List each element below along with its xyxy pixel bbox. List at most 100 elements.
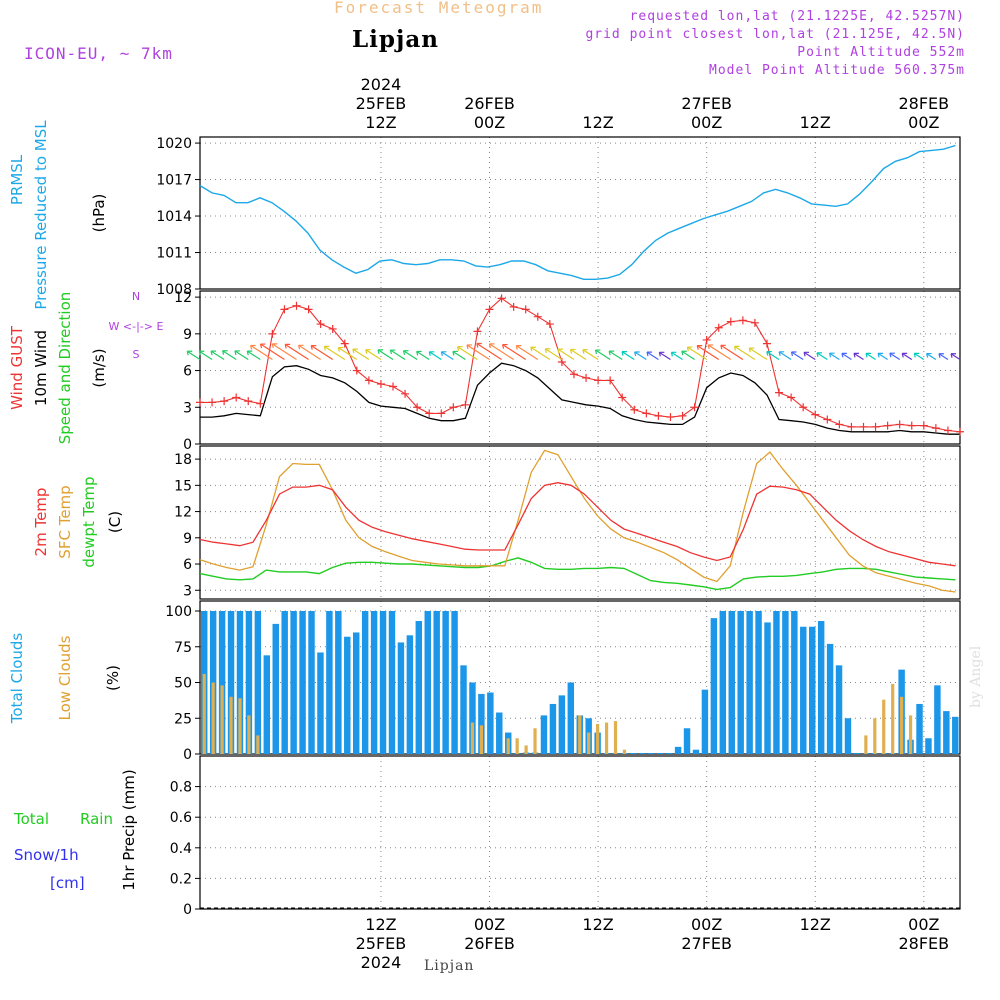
wind-direction-arrow — [310, 345, 334, 361]
panel-wind — [186, 290, 964, 445]
total-cloud-bar — [755, 611, 762, 754]
total-cloud-bar — [460, 665, 467, 754]
wind-direction-arrow — [457, 346, 478, 361]
gust-marker — [268, 329, 277, 338]
bottom-time-label: 27FEB — [681, 934, 732, 953]
gust-marker — [811, 410, 820, 419]
wind-direction-arrow — [390, 349, 406, 361]
wind-arrow-head — [720, 344, 726, 350]
wind-arrow-head — [365, 349, 371, 354]
gust-marker — [642, 409, 651, 418]
wind-direction-arrow — [671, 351, 683, 361]
wind-direction-arrow — [284, 343, 309, 361]
total-cloud-bar — [254, 611, 262, 754]
wind-arrow-head — [377, 349, 384, 355]
gust-marker — [232, 393, 241, 402]
wind-arrow-head — [634, 351, 640, 357]
wind-arrow-head — [284, 343, 291, 349]
wind-direction-arrow — [557, 348, 575, 361]
gust-marker — [461, 400, 470, 409]
low-cloud-bar — [596, 723, 600, 754]
total-cloud-bar — [379, 611, 387, 754]
total-cloud-bar — [326, 611, 333, 754]
total-cloud-bar — [317, 652, 324, 754]
total-cloud-bar — [728, 611, 735, 754]
wind-speed-line — [200, 362, 960, 435]
gust-marker — [714, 323, 723, 332]
wind-direction-arrow — [707, 344, 732, 361]
wind-direction-arrow — [889, 352, 901, 361]
wind-direction-arrow — [926, 353, 937, 361]
gust-marker — [702, 335, 711, 344]
y-tick-label: 1020 — [156, 136, 192, 152]
total-cloud-bar — [308, 611, 315, 754]
total-label: Total — [13, 810, 49, 828]
gust-marker — [582, 373, 591, 382]
wind-direction-arrow — [298, 344, 321, 361]
wind-arrow-head — [853, 352, 859, 358]
compass-west-east: W <-|-> E — [109, 320, 164, 333]
total-cloud-bar — [272, 623, 279, 754]
requested-coords: requested lon,lat (21.1225E, 42.5257N) — [629, 9, 965, 24]
wind-direction-arrow — [502, 344, 527, 361]
compass-north: N — [132, 290, 140, 303]
total-cloud-bar — [245, 611, 253, 754]
wind-dir-label: Speed and Direction — [56, 292, 74, 445]
panel-frame — [199, 136, 961, 290]
total-cloud-bar — [540, 715, 548, 754]
total-cloud-bar — [209, 611, 217, 754]
bottom-time-label: 00Z — [691, 915, 722, 934]
wind-direction-arrow — [198, 350, 213, 361]
total-cloud-bar — [692, 749, 700, 754]
total-cloud-bar — [835, 665, 843, 754]
gust-marker — [823, 415, 832, 424]
bottom-time-label: 28FEB — [898, 934, 949, 953]
y-tick-label: 1017 — [156, 173, 192, 189]
low-cloud-bar — [578, 715, 582, 754]
y-tick-label: 0.4 — [170, 841, 192, 857]
gust-marker — [208, 398, 217, 407]
wind-arrow-head — [901, 352, 908, 358]
gust-marker — [425, 409, 434, 418]
total-cloud-bar — [665, 753, 673, 754]
total-cloud-bar — [674, 746, 682, 754]
wind-direction-arrow — [595, 349, 611, 361]
wind-direction-arrow — [489, 343, 514, 361]
total-cloud-bar — [451, 611, 458, 754]
wind-arrow-head — [733, 345, 740, 351]
low-cloud-bar — [604, 722, 609, 754]
wind-unit: (m/s) — [90, 348, 108, 387]
panel-pressure — [195, 136, 961, 290]
wind-direction-arrow — [260, 343, 285, 361]
y-tick-label: 6 — [183, 364, 192, 380]
top-time-label: 12Z — [365, 113, 396, 132]
total-cloud-bar — [826, 643, 834, 754]
gust-marker — [364, 376, 373, 385]
low-clouds-label: Low Clouds — [56, 635, 74, 720]
low-cloud-bar — [220, 685, 224, 754]
wind-direction-arrow — [901, 352, 913, 361]
y-tick-label: 3 — [183, 400, 192, 416]
wind-arrow-head — [569, 348, 576, 354]
wind-direction-arrow — [530, 346, 551, 361]
total-cloud-bar — [433, 611, 440, 754]
y-tick-label: 9 — [183, 327, 192, 343]
gust-marker — [775, 388, 784, 397]
wind-arrow-head — [389, 349, 396, 355]
total-cloud-bar — [719, 611, 727, 754]
wind-direction-arrow — [250, 344, 273, 361]
low-cloud-bar — [506, 738, 510, 754]
wind-arrow-head — [841, 352, 847, 358]
y-tick-label: 3 — [183, 583, 192, 599]
gust-marker — [835, 420, 844, 429]
total-cloud-bar — [844, 718, 852, 754]
wind-arrow-head — [582, 349, 588, 354]
wind-direction-arrow — [246, 350, 261, 361]
wind-direction-arrow — [687, 346, 707, 361]
pressure-label-1: PRMSL — [8, 154, 26, 205]
bottom-time-label: 00Z — [908, 915, 939, 934]
total-cloud-bar — [487, 692, 494, 754]
low-cloud-bar — [247, 715, 251, 754]
gust-marker — [449, 403, 458, 412]
wind-direction-arrow — [950, 353, 961, 361]
